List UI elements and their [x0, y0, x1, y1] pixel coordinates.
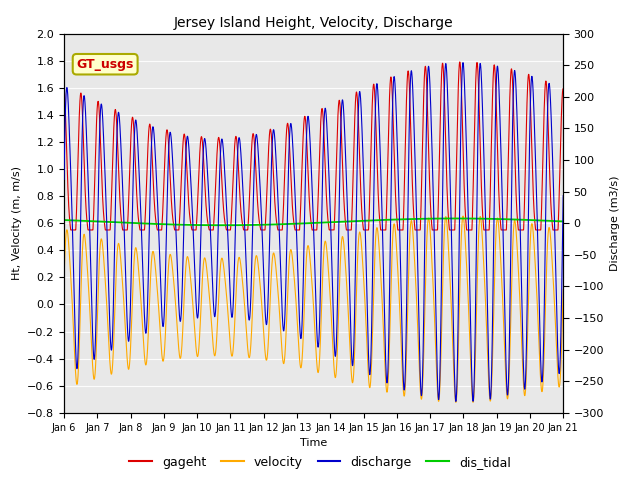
Y-axis label: Discharge (m3/s): Discharge (m3/s) — [610, 176, 620, 271]
X-axis label: Time: Time — [300, 438, 327, 448]
Title: Jersey Island Height, Velocity, Discharge: Jersey Island Height, Velocity, Discharg… — [174, 16, 453, 30]
Y-axis label: Ht, Velocity (m, m/s): Ht, Velocity (m, m/s) — [12, 166, 22, 280]
Text: GT_usgs: GT_usgs — [77, 58, 134, 71]
Legend: gageht, velocity, discharge, dis_tidal: gageht, velocity, discharge, dis_tidal — [124, 451, 516, 474]
